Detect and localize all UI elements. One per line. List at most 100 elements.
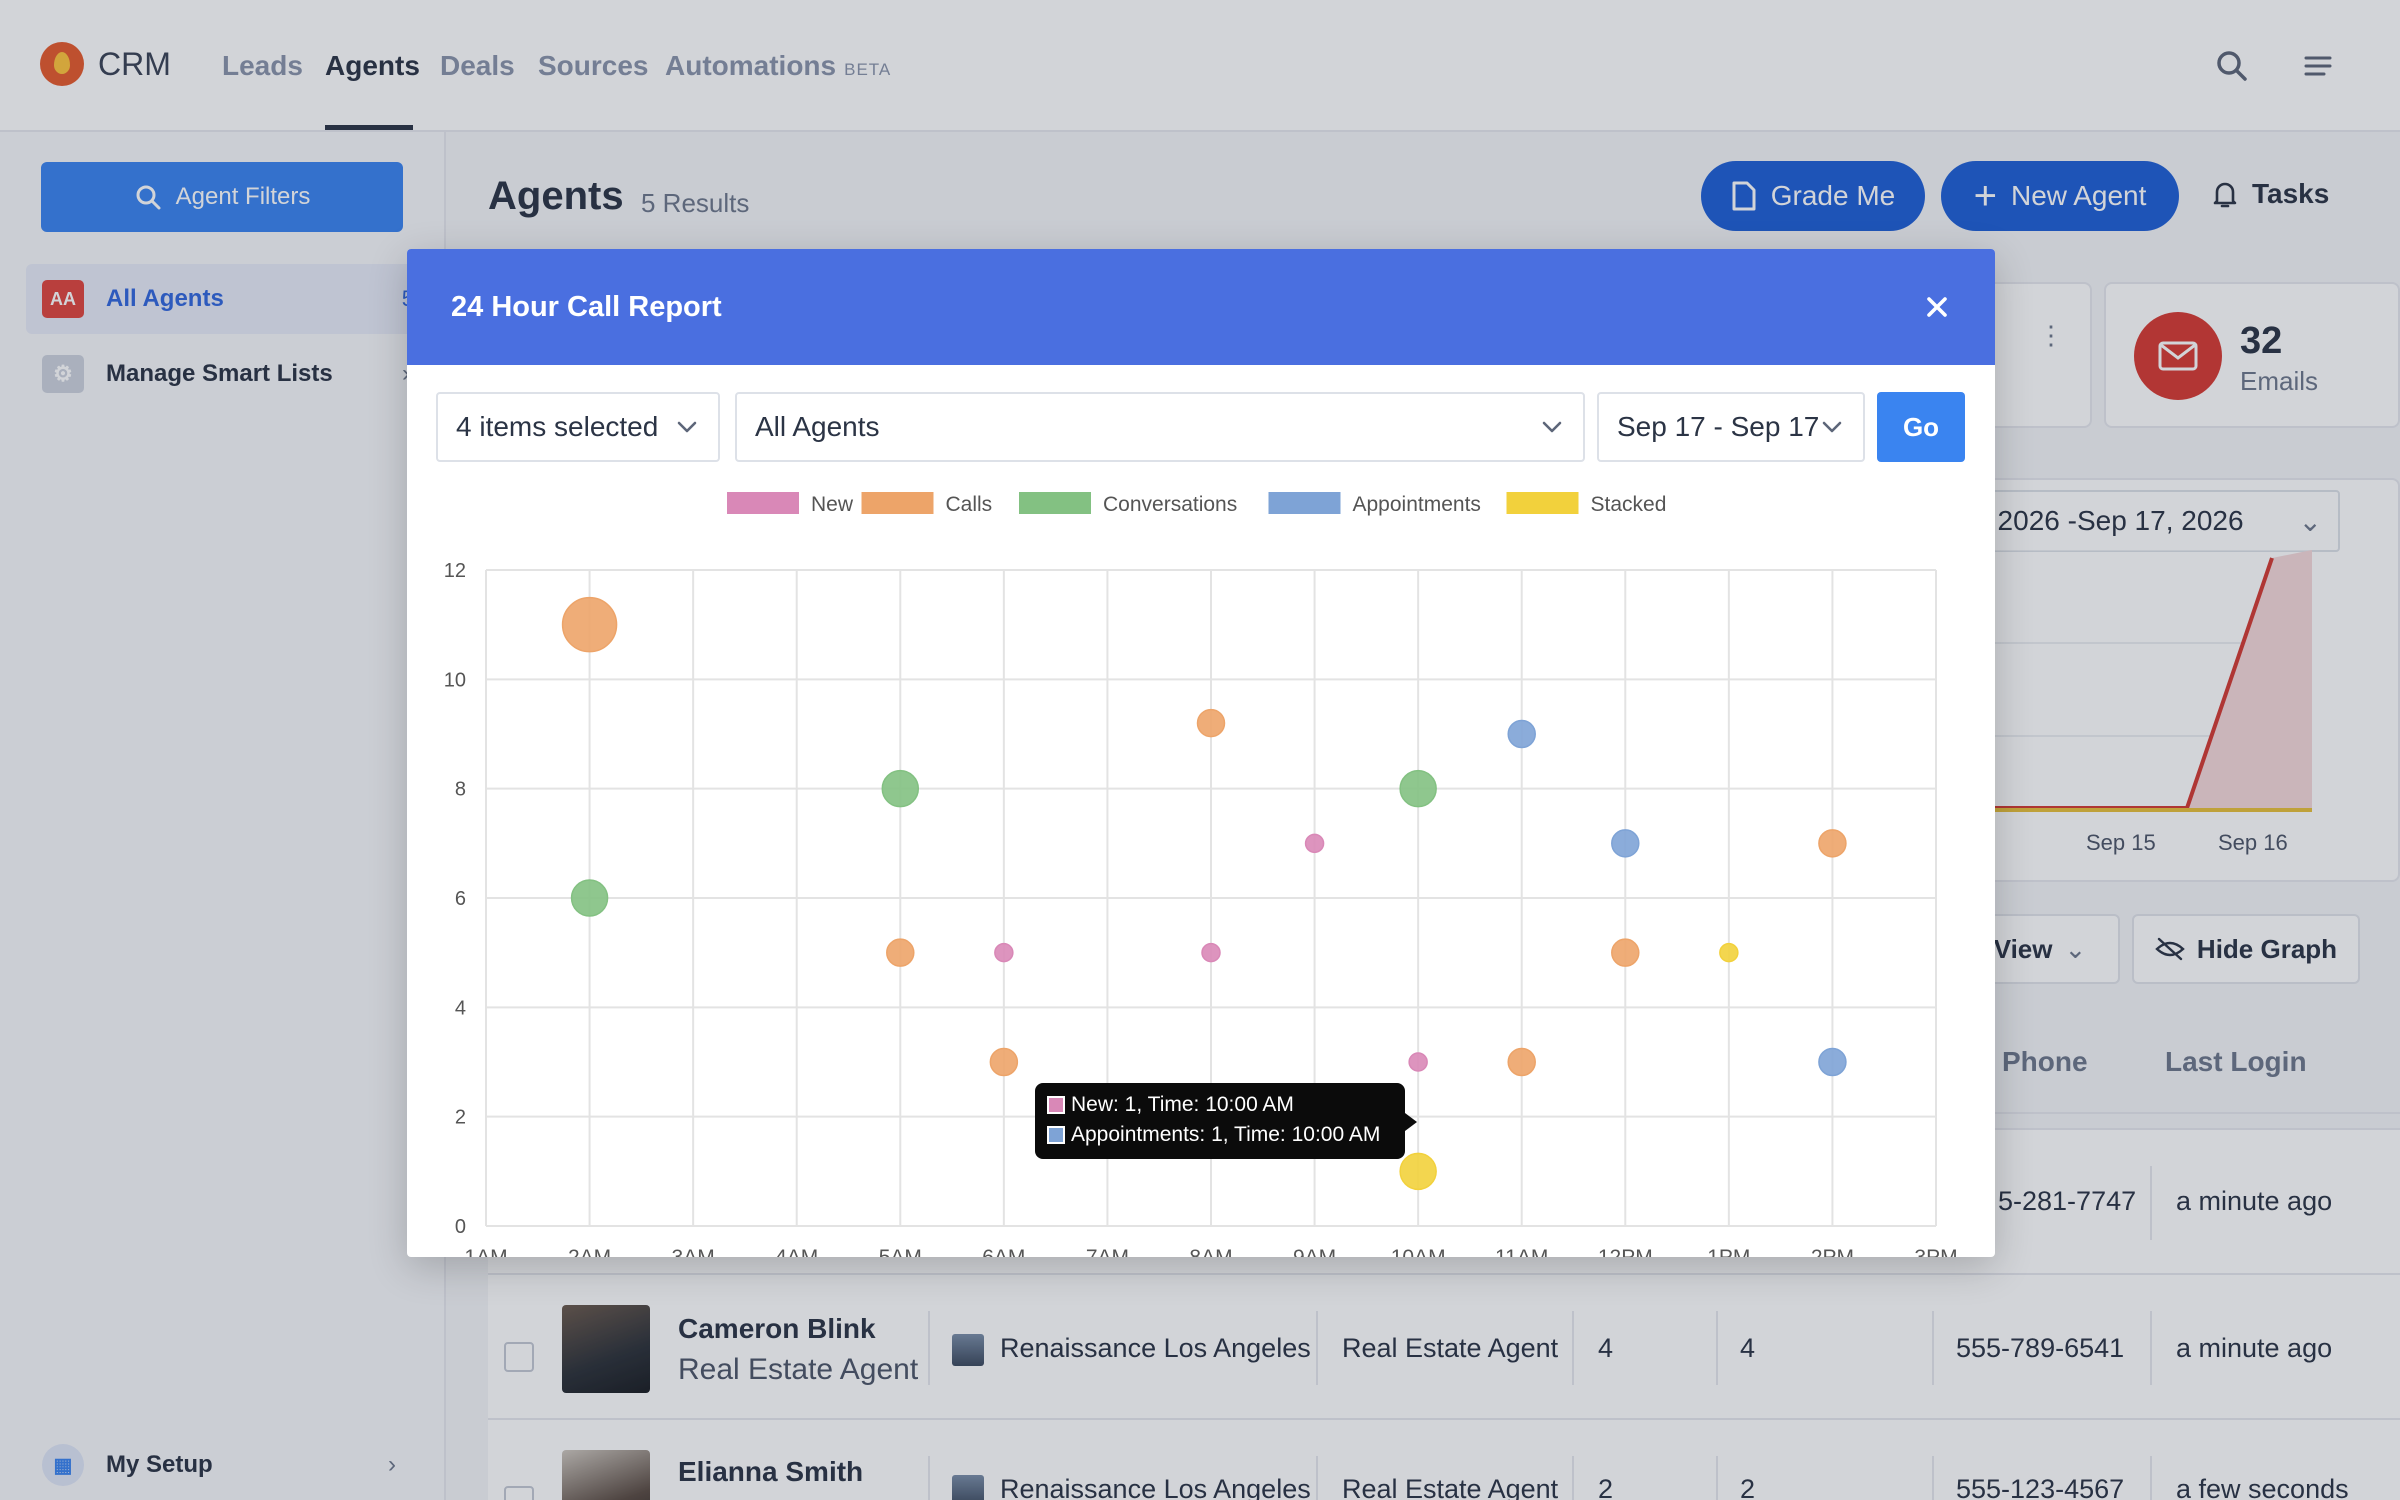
title-cell: Real Estate Agent [1342,1333,1559,1363]
y-tick-label: 10 [444,669,466,691]
legend-label: Appointments [1353,493,1481,516]
agent-select[interactable]: All Agents [735,392,1585,462]
chart-axes: 0 2 4 6 8 10 12 1AM 2AM 3AM 4AM 5AM 6AM 7AM 8AM 9AM 10AM… [444,560,1958,1257]
bubble-new [994,942,1014,963]
chevron-down-icon: ⌄ [2298,505,2322,537]
chevron-right-icon: › [402,360,410,387]
agent-name[interactable]: Elianna Smith [678,1456,864,1487]
sidebar-item-all-agents[interactable]: AA All Agents 5 [26,264,420,334]
value-cell: 2 [1598,1474,1614,1500]
x-tick-label: 1AM [464,1246,507,1257]
column-divider [1572,1311,1574,1385]
tooltip-row: Appointments: 1, Time: 10:00 AM [1047,1123,1380,1147]
y-tick-label: 4 [455,997,466,1019]
chevron-down-icon: ⌄ [2064,933,2087,964]
nav-leads[interactable]: Leads [222,50,303,81]
legend-swatch [727,492,799,514]
x-tick-label: 6AM [982,1246,1025,1257]
legend-swatch [1506,492,1579,514]
grid-icon: ▦ [42,1444,84,1486]
bubble-calls [561,596,618,653]
table-row[interactable]: Elianna Smith Renaissance Los Angeles Re… [488,1418,2400,1500]
x-tick-label: 5AM [879,1246,922,1257]
last-login-cell: a minute ago [2176,1186,2333,1216]
gear-icon: ⚙ [42,355,84,393]
avatar [562,1305,650,1393]
date-range-prefix: , 2026 - [1982,505,2077,536]
bubble-calls [1507,1047,1536,1077]
results-count: 5 Results [641,188,750,218]
building-icon [952,1474,984,1500]
legend-label: Stacked [1591,493,1667,516]
more-options-icon[interactable]: ⋮ [2038,320,2064,350]
close-icon[interactable] [1917,287,1957,327]
nav-sources[interactable]: Sources [538,50,649,81]
column-divider [1316,1456,1318,1500]
chevron-right-icon: › [388,1451,396,1478]
go-button[interactable]: Go [1877,392,1965,462]
column-divider [1716,1456,1718,1500]
nav-automations[interactable]: Automations BETA [665,50,891,82]
office-name: Renaissance Los Angeles [1000,1333,1311,1363]
row-checkbox[interactable] [504,1342,534,1372]
bubble-calls [1818,829,1847,858]
new-agent-button[interactable]: + New Agent [1941,161,2179,231]
nav-agents[interactable]: Agents [325,50,420,81]
bubble-new [1201,942,1221,963]
nav-automations-label: Automations [665,50,837,81]
my-setup-link[interactable]: ▦ My Setup › [42,1442,402,1488]
column-header-last-login[interactable]: Last Login [2165,1046,2307,1077]
grade-me-label: Grade Me [1770,180,1896,211]
activity-graph-card: , 2026 - Sep 17, 2026 ⌄ 14 Sep 15 Sep 16 [1960,478,2400,882]
crm-logo-icon[interactable] [40,42,84,86]
y-tick-label: 6 [455,888,466,910]
tasks-label: Tasks [2252,178,2330,209]
chevron-down-icon [1542,421,1562,433]
last-login-cell: a few seconds ago [2176,1474,2349,1500]
grade-me-button[interactable]: Grade Me [1701,161,1925,231]
date-range-select[interactable]: Sep 17 - Sep 17 [1597,392,1865,462]
graph-x-tick: Sep 15 [2086,830,2156,855]
x-tick-label: 1PM [1707,1246,1750,1257]
sidebar-item-label: All Agents [106,285,224,312]
agent-select-value: All Agents [755,411,880,442]
column-divider [1932,1456,1934,1500]
modal-title: 24 Hour Call Report [451,291,722,323]
agent-filters-button[interactable]: Agent Filters [41,162,403,232]
email-icon [2134,312,2222,400]
call-report-modal: 24 Hour Call Report 4 items selected All… [407,249,1995,1257]
new-agent-label: New Agent [2010,180,2147,211]
tooltip-row: New: 1, Time: 10:00 AM [1047,1093,1294,1117]
document-icon [1732,181,1756,211]
tasks-button[interactable]: Tasks [2212,178,2329,210]
column-divider [928,1456,930,1500]
graph-date-range-select[interactable]: , 2026 - Sep 17, 2026 ⌄ [1968,490,2340,552]
bell-icon [2213,182,2237,208]
table-header-divider [1960,1112,2400,1114]
column-divider [1716,1311,1718,1385]
legend-label: Calls [946,493,993,516]
view-label: View [1993,933,2053,964]
table-row[interactable]: Cameron Blink Real Estate Agent Renaissa… [488,1273,2400,1419]
legend-label: Conversations [1103,493,1237,516]
activity-type-select[interactable]: 4 items selected [436,392,720,462]
nav-deals[interactable]: Deals [440,50,515,81]
bubble-conversations [570,879,609,917]
chevron-down-icon [1822,421,1842,433]
agent-name[interactable]: Cameron Blink [678,1313,876,1344]
hide-graph-button[interactable]: Hide Graph [2132,914,2360,984]
eye-off-icon [2155,937,2185,961]
column-header-phone[interactable]: Phone [2002,1046,2088,1077]
row-checkbox[interactable] [504,1486,534,1500]
x-tick-label: 3PM [1914,1246,1957,1257]
phone-cell: 5-281-7747 [1998,1186,2137,1216]
sidebar-item-manage-smart-lists[interactable]: ⚙ Manage Smart Lists › [26,339,420,409]
brand-name[interactable]: CRM [98,46,171,82]
active-nav-indicator [325,125,413,130]
menu-icon[interactable] [2300,48,2336,84]
legend-swatch [1019,492,1091,514]
call-report-bubble-chart: New Calls Conversations Appointments Stacked… [444,492,1958,1257]
bubble-appointments [1507,719,1536,749]
column-divider [2150,1311,2152,1385]
search-icon[interactable] [2214,48,2250,84]
